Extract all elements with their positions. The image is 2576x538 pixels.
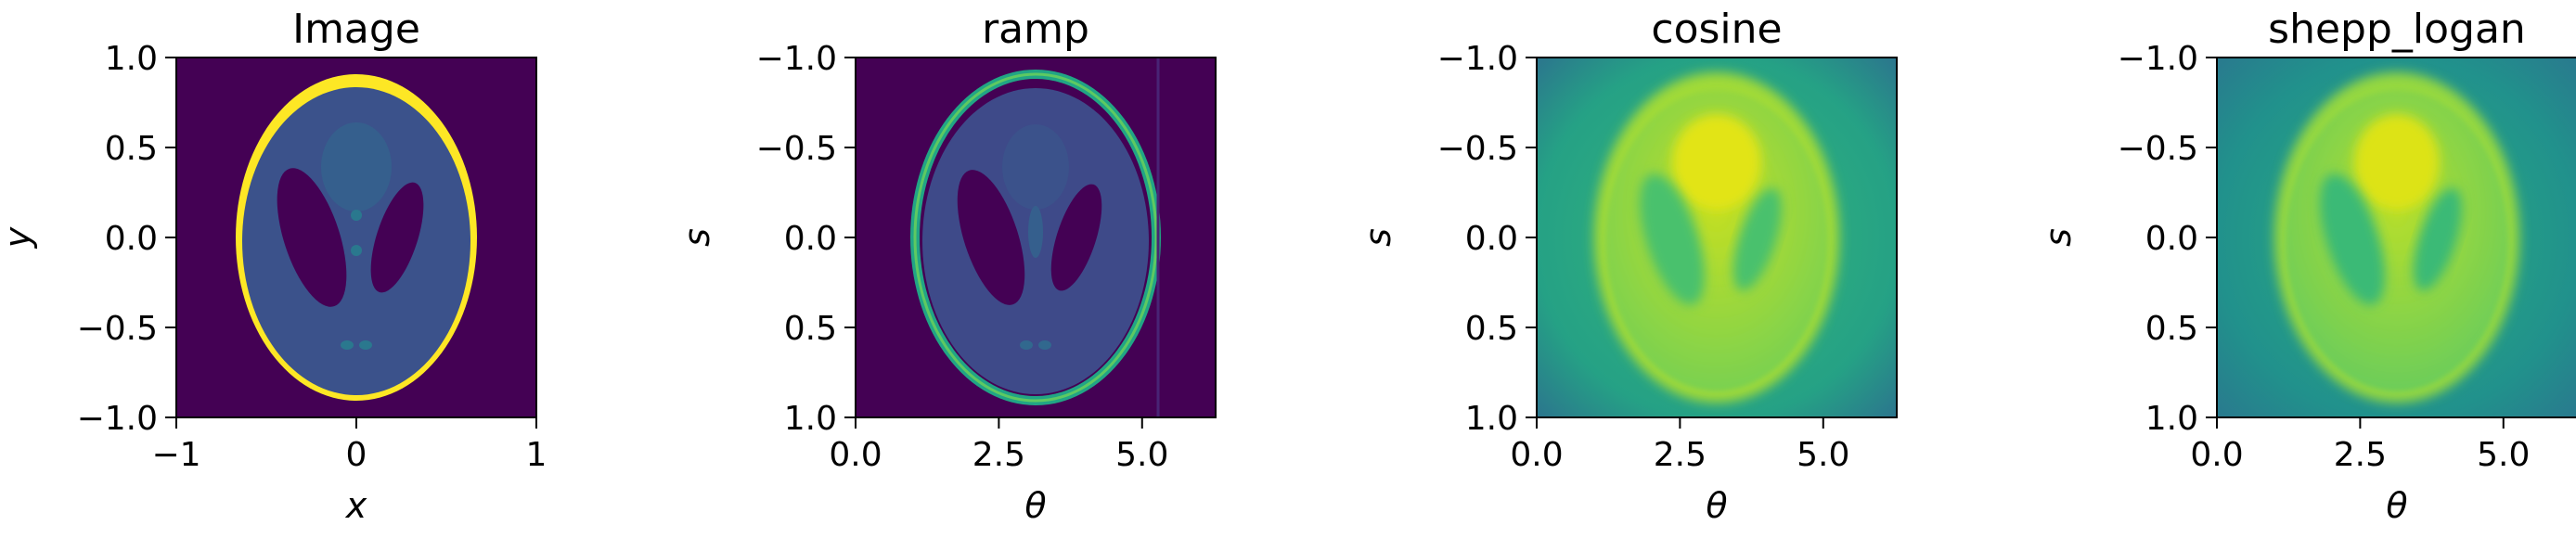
y-axis-label: y bbox=[0, 226, 38, 249]
chart-title: shepp_logan bbox=[2268, 6, 2526, 53]
x-tick-label: 5.0 bbox=[1115, 436, 1168, 474]
x-tick-label: 0.0 bbox=[829, 436, 882, 474]
x-tick-label: 0.0 bbox=[2190, 436, 2243, 474]
y-axis-label: s bbox=[2038, 228, 2079, 247]
y-tick-label: 1.0 bbox=[2145, 400, 2198, 438]
panel-ramp bbox=[855, 57, 1217, 418]
y-tick-label: 0.5 bbox=[2145, 310, 2198, 348]
x-tick-label: 2.5 bbox=[1654, 436, 1707, 474]
panel-image bbox=[175, 57, 537, 418]
y-tick-label: 0.5 bbox=[1465, 310, 1518, 348]
y-tick-label: −0.5 bbox=[77, 310, 158, 348]
y-tick-label: −1.0 bbox=[2118, 40, 2198, 78]
axes-0: Image −1 0 1 1.0 0.5 0.0 −0.5 −1.0 x y bbox=[0, 6, 547, 526]
y-tick-label: −0.5 bbox=[2118, 130, 2198, 168]
axes-2: cosine 0.0 2.5 5.0 −1.0 −0.5 0.0 0.5 1.0 θ s bbox=[1358, 6, 1849, 526]
axes-1: ramp 0.0 2.5 5.0 −1.0 −0.5 0.0 0.5 1.0 θ s bbox=[676, 6, 1168, 526]
x-tick-label: 0 bbox=[346, 436, 367, 474]
y-tick-label: −1.0 bbox=[756, 40, 837, 78]
x-axis-label: θ bbox=[2386, 485, 2407, 526]
x-axis-label: x bbox=[345, 485, 367, 526]
y-tick-label: −0.5 bbox=[1437, 130, 1518, 168]
chart-title: ramp bbox=[982, 6, 1089, 53]
heatmap-cosine bbox=[1537, 58, 1897, 417]
x-tick-label: 1 bbox=[526, 436, 547, 474]
y-tick-label: −1.0 bbox=[1437, 40, 1518, 78]
y-tick-label: −1.0 bbox=[77, 400, 158, 438]
y-tick-label: 0.5 bbox=[784, 310, 837, 348]
y-tick-label: −0.5 bbox=[756, 130, 837, 168]
y-tick-label: 1.0 bbox=[105, 40, 158, 78]
axes-layer: Image −1 0 1 1.0 0.5 0.0 −0.5 −1.0 x y ramp 0.0 2.5 5.… bbox=[0, 6, 2530, 526]
heatmap-image bbox=[176, 58, 536, 417]
chart-title: cosine bbox=[1651, 6, 1782, 53]
x-tick-label: 2.5 bbox=[972, 436, 1025, 474]
heatmap-ramp bbox=[856, 58, 1216, 417]
y-tick-label: 0.0 bbox=[2145, 220, 2198, 258]
x-tick-label: 5.0 bbox=[1797, 436, 1849, 474]
y-axis-label: s bbox=[676, 228, 717, 247]
y-axis-label: s bbox=[1358, 228, 1398, 247]
x-axis-label: θ bbox=[1706, 485, 1727, 526]
panel-cosine bbox=[1536, 57, 1898, 418]
y-tick-label: 1.0 bbox=[784, 400, 837, 438]
y-tick-label: 0.0 bbox=[105, 220, 158, 258]
x-tick-label: −1 bbox=[151, 436, 200, 474]
panel-shepp-logan bbox=[2216, 57, 2576, 418]
y-tick-label: 0.0 bbox=[784, 220, 837, 258]
y-tick-label: 1.0 bbox=[1465, 400, 1518, 438]
axes-3: shepp_logan 0.0 2.5 5.0 −1.0 −0.5 0.0 0.5 1.0 θ s bbox=[2038, 6, 2530, 526]
x-tick-label: 0.0 bbox=[1510, 436, 1563, 474]
x-tick-label: 5.0 bbox=[2477, 436, 2530, 474]
y-tick-label: 0.0 bbox=[1465, 220, 1518, 258]
y-tick-label: 0.5 bbox=[105, 130, 158, 168]
heatmap-shepp-logan bbox=[2217, 58, 2576, 417]
x-tick-label: 2.5 bbox=[2334, 436, 2387, 474]
x-axis-label: θ bbox=[1024, 485, 1046, 526]
chart-title: Image bbox=[292, 6, 420, 53]
